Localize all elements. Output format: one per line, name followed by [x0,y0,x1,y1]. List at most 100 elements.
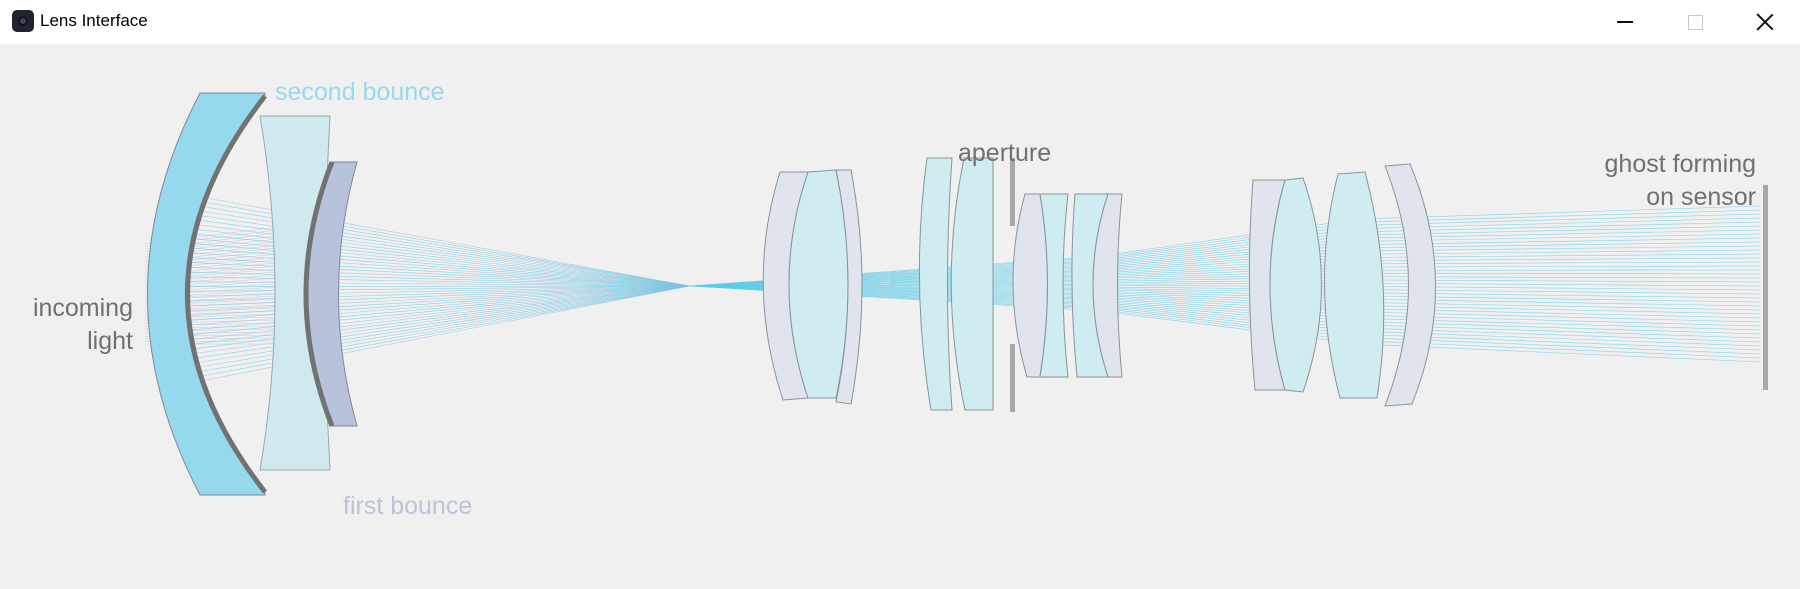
aperture-blade-bottom [1010,344,1015,412]
lens-group4-element1 [1012,193,1048,378]
incoming-ray [184,285,691,317]
lens-group4-element2 [1039,193,1069,378]
incoming-ray [184,285,691,336]
outgoing-ray [689,285,1761,303]
outgoing-ray [689,285,1761,315]
outgoing-ray [689,249,1761,287]
incoming-ray [184,198,691,287]
outgoing-ray [689,285,1761,307]
incoming-ray [184,232,691,287]
incoming-light-label: incoming light [0,292,133,358]
outgoing-ray [689,213,1761,287]
incoming-ray [184,218,691,287]
outgoing-ray [689,221,1761,287]
incoming-ray [184,285,691,351]
app-icon [12,10,34,32]
outgoing-ray [689,245,1761,287]
outgoing-ray [689,205,1761,287]
outgoing-ray [689,269,1761,287]
incoming-ray [184,285,691,326]
minimize-button[interactable] [1590,0,1660,44]
outgoing-ray [689,217,1761,287]
outgoing-ray [689,285,1761,351]
lens-group2-element3 [835,169,863,405]
incoming-ray [184,193,691,287]
outgoing-ray [689,279,1761,287]
incoming-ray [184,271,691,287]
aperture-label: aperture [958,139,1052,167]
aperture-blade-top [1010,158,1015,226]
incoming-ray [184,285,691,356]
outgoing-ray [689,285,1761,347]
lens-group5-element4 [1384,163,1436,407]
first-bounce-element [303,161,358,427]
outgoing-ray [689,285,1761,343]
outgoing-ray [689,285,1761,327]
incoming-ray [184,285,691,297]
incoming-ray [184,285,691,287]
lens-group5-element3 [1324,171,1385,399]
lens-group5-element2 [1269,177,1322,393]
outgoing-ray [689,237,1761,287]
incoming-ray [184,285,691,370]
incoming-ray [184,285,691,380]
outgoing-ray [689,225,1761,287]
minimize-icon [1617,21,1633,23]
first-bounce-label: first bounce [343,492,473,520]
ghost-on-sensor-label: ghost forming on sensor [1506,148,1756,214]
outgoing-ray [689,285,1761,323]
incoming-ray [184,285,691,360]
incoming-ray [184,237,691,287]
outgoing-ray [689,285,1761,331]
outgoing-ray [689,285,1761,355]
lens-diagram [144,92,1768,496]
close-button[interactable] [1730,0,1800,44]
outgoing-ray [689,273,1761,287]
incoming-ray [184,257,691,287]
incoming-ray [184,208,691,287]
incoming-ray [184,247,691,287]
outgoing-ray [689,265,1761,287]
outgoing-ray [689,285,1761,359]
close-icon [1756,13,1774,31]
outgoing-ray [689,285,1761,295]
outgoing-ray [689,285,1761,291]
incoming-ray [184,285,691,307]
outgoing-ray [689,276,1761,287]
incoming-ray [184,285,691,375]
outgoing-ray [689,253,1761,287]
outgoing-ray [689,282,1761,287]
incoming-ray [184,227,691,287]
incoming-ray [184,285,691,385]
maximize-icon [1687,14,1703,30]
lens-group4-element4 [1092,193,1123,378]
incoming-ray [184,266,691,287]
ghost-label-line1: ghost forming [1604,150,1756,178]
incoming-ray [184,261,691,287]
incoming-light-label-line2: light [87,327,133,355]
front-element [147,92,267,496]
incoming-ray [184,285,691,302]
maximize-button[interactable] [1660,0,1730,44]
incoming-ray [184,285,691,331]
outgoing-ray [689,233,1761,287]
lens-group3-element2 [950,157,994,411]
outgoing-ray [689,285,1761,311]
outgoing-ray [689,285,1761,335]
window-title: Lens Interface [40,11,148,30]
ghost-label-line2: on sensor [1646,183,1756,211]
title-bar: Lens Interface [0,0,1800,44]
outgoing-ray [689,209,1761,287]
outgoing-ray [689,285,1761,363]
incoming-ray [184,213,691,287]
outgoing-ray [689,285,1761,319]
incoming-ray [184,222,691,287]
outgoing-ray [689,261,1761,287]
incoming-ray [184,281,691,287]
lens-group3-element1 [918,157,953,411]
incoming-ray [184,252,691,287]
incoming-ray [184,203,691,287]
second-bounce-label: second bounce [275,78,445,106]
outgoing-ray [689,229,1761,287]
incoming-ray [184,285,691,365]
